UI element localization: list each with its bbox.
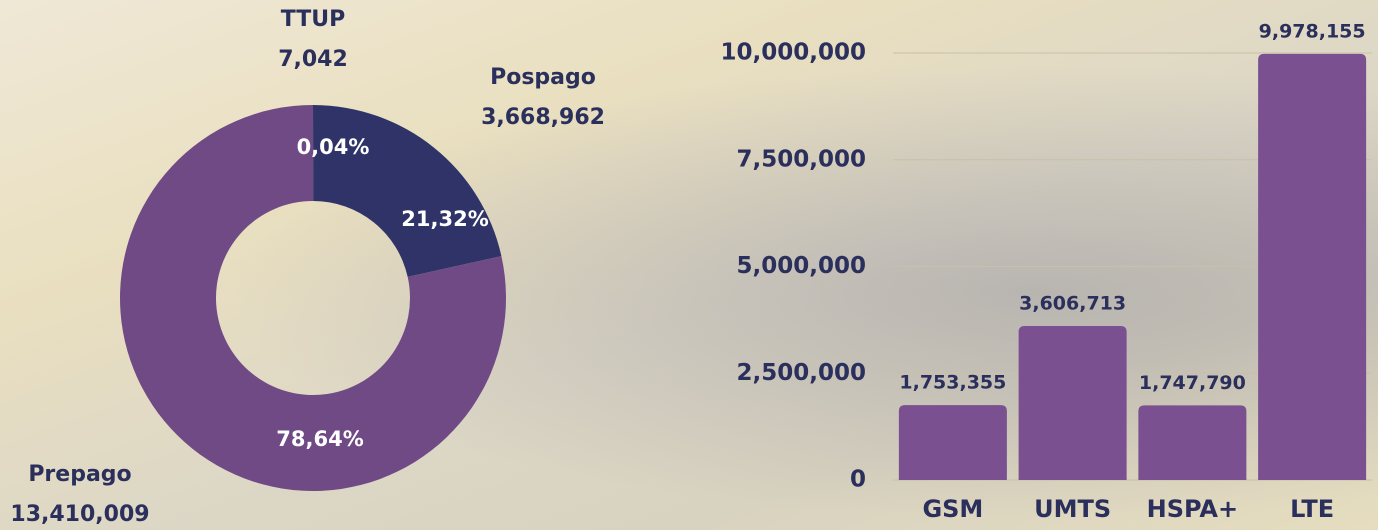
bar-value-label: 3,606,713	[1019, 292, 1126, 314]
slice-percent-label: 78,64%	[276, 427, 363, 451]
bar-value-label: 1,747,790	[1139, 372, 1246, 394]
donut-slice	[313, 105, 502, 277]
x-tick-label: HSPA+	[1147, 495, 1238, 523]
bar	[1258, 53, 1367, 481]
x-tick-label: UMTS	[1034, 495, 1111, 523]
bar	[1018, 325, 1127, 480]
slice-value-label: 3,668,962	[481, 105, 605, 130]
slice-category: Prepago	[28, 462, 131, 487]
slice-percent-label: 21,32%	[401, 207, 488, 231]
x-tick-label: GSM	[922, 495, 983, 523]
donut-slice	[119, 105, 506, 491]
y-tick-label: 5,000,000	[737, 253, 867, 279]
y-tick-label: 10,000,000	[720, 40, 866, 66]
x-tick-label: LTE	[1290, 495, 1334, 523]
y-tick-label: 7,500,000	[737, 146, 867, 172]
bar-value-label: 9,978,155	[1259, 20, 1366, 42]
bar-value-label: 1,753,355	[899, 372, 1006, 394]
bar	[1138, 405, 1247, 480]
y-tick-label: 2,500,000	[737, 360, 867, 386]
slice-category: Pospago	[490, 65, 596, 90]
bar	[898, 405, 1007, 480]
slice-percent-label: 0,04%	[297, 135, 370, 159]
slice-category: TTUP	[281, 7, 346, 32]
slice-value-label: 13,410,009	[10, 502, 149, 527]
slice-value-label: 7,042	[278, 47, 348, 72]
y-tick-label: 0	[850, 467, 866, 493]
